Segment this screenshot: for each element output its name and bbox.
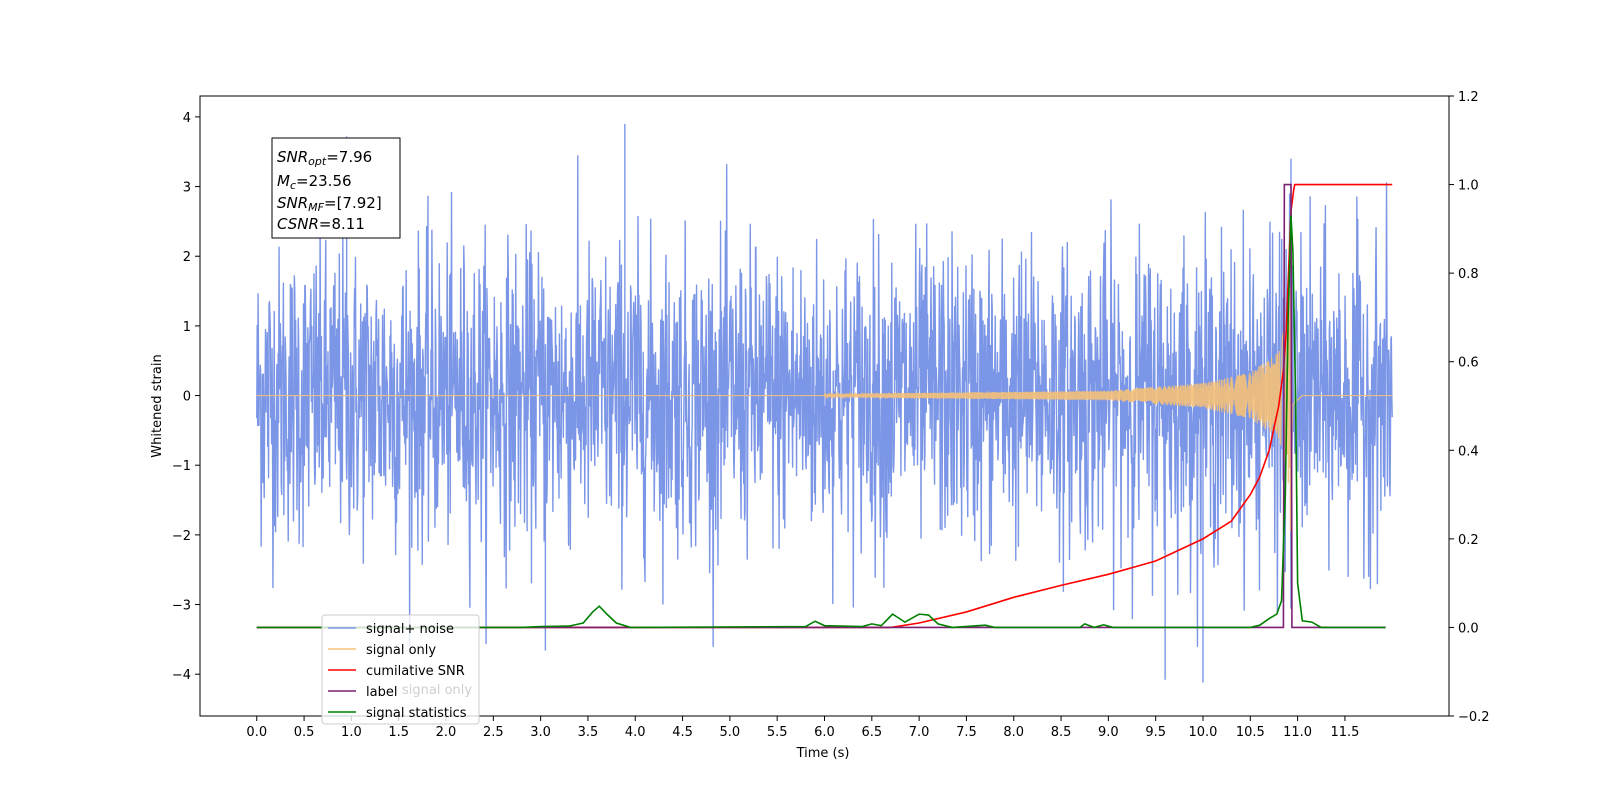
x-tick-label: 1.5 [388, 725, 409, 740]
x-tick-label: 2.5 [483, 725, 504, 740]
legend-label: signal+ noise [366, 622, 454, 637]
x-tick-label: 4.5 [672, 725, 693, 740]
y2-tick-label: 0.8 [1458, 267, 1479, 282]
x-tick-label: 11.0 [1283, 725, 1312, 740]
annotation-csnr: CSNR=8.11 [277, 215, 365, 233]
series-layer [256, 123, 1393, 683]
y-tick-label: −2 [172, 529, 191, 544]
legend: signal only signal+ noise signal only cumi… [321, 614, 480, 725]
y-tick-label: 2 [183, 250, 191, 265]
y2-tick-label: 0.6 [1458, 356, 1479, 371]
annotation-snr-opt: SNRopt=7.96 [277, 148, 372, 168]
x-tick-label: 11.5 [1330, 725, 1359, 740]
x-tick-label: 5.5 [767, 725, 788, 740]
x-tick-label: 3.0 [530, 725, 551, 740]
annotation-snr-mf: SNRMF=[7.92] [277, 194, 382, 214]
x-tick-label: 9.5 [1145, 725, 1166, 740]
y2-tick-label: 0.2 [1458, 533, 1479, 548]
series-signal-statistics [256, 215, 1386, 629]
x-tick-label: 10.5 [1236, 725, 1265, 740]
y-tick-label: 3 [183, 181, 191, 196]
legend-frame [321, 614, 480, 725]
x-tick-label: 4.0 [625, 725, 646, 740]
x-tick-label: 7.0 [909, 725, 930, 740]
x-tick-label: 6.0 [814, 725, 835, 740]
y-tick-label: −4 [172, 668, 191, 683]
y2-tick-label: 0.4 [1458, 444, 1479, 459]
y-tick-label: −1 [172, 459, 191, 474]
legend-label: label [366, 685, 397, 700]
y2-tick-label: −0.2 [1458, 710, 1490, 725]
y-axis-right: 1.2 1.0 0.8 0.6 0.4 0.2 0.0 −0.2 [1449, 90, 1490, 725]
x-axis-label: Time (s) [796, 746, 850, 761]
annotation-mc: Mc=23.56 [277, 172, 352, 192]
annotation-frame [271, 137, 401, 239]
x-tick-label: 10.0 [1189, 725, 1218, 740]
x-tick-label: 3.5 [578, 725, 599, 740]
y-axis-left: 4 3 2 1 0 −1 −2 −3 −4 [172, 111, 200, 683]
x-tick-label: 6.5 [861, 725, 882, 740]
x-tick-label: 8.0 [1003, 725, 1024, 740]
x-tick-label: 1.0 [341, 725, 362, 740]
x-tick-label: 9.0 [1098, 725, 1119, 740]
y2-tick-label: 1.2 [1458, 90, 1479, 105]
legend-label: signal statistics [366, 706, 467, 721]
y-tick-label: 0 [183, 390, 191, 405]
x-tick-label: 5.0 [720, 725, 741, 740]
y-axis-label: Whitened strain [150, 354, 165, 457]
annotation-box: SNRopt=7.96 Mc=23.56 SNRMF=[7.92] CSNR=8… [271, 137, 401, 239]
series-signal-only [256, 286, 1393, 531]
legend-ghost-text: signal only [402, 683, 472, 698]
x-tick-label: 8.5 [1051, 725, 1072, 740]
legend-items: signal+ noise signal only cumilative SNR la… [328, 622, 467, 721]
y-tick-label: 4 [183, 111, 191, 126]
legend-label: signal only [366, 643, 436, 658]
y-tick-label: 1 [183, 320, 191, 335]
x-tick-label: 7.5 [956, 725, 977, 740]
x-tick-label: 0.5 [294, 725, 315, 740]
y-tick-label: −3 [172, 599, 191, 614]
x-tick-label: 2.0 [436, 725, 457, 740]
legend-label: cumilative SNR [366, 664, 465, 679]
x-tick-label: 0.0 [246, 725, 267, 740]
y2-tick-label: 0.0 [1458, 621, 1479, 636]
x-axis: 0.0 0.5 1.0 1.5 2.0 2.5 3.0 3.5 4.0 4.5 5.0 5.5 6.0 6… [246, 716, 1359, 740]
y2-tick-label: 1.0 [1458, 179, 1479, 194]
